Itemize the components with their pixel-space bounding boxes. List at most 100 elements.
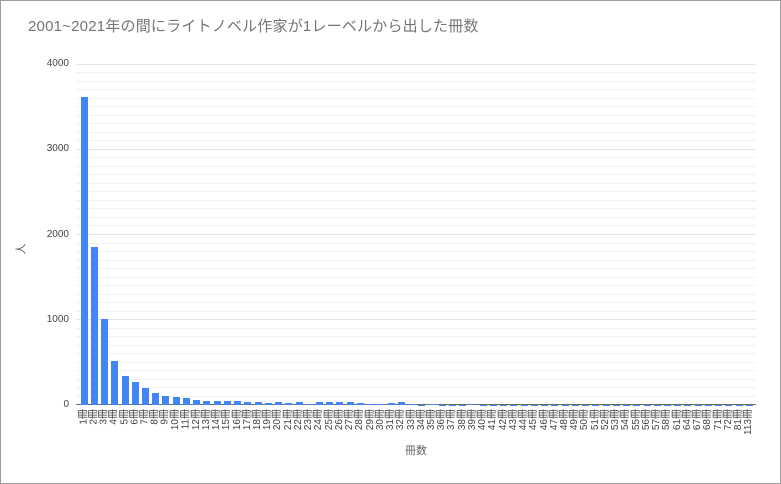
bar-17冊[interactable] [244, 401, 252, 405]
bar-68冊[interactable] [704, 404, 712, 405]
minor-gridline [76, 208, 756, 210]
bar-11冊[interactable] [182, 398, 190, 405]
bar-slot [233, 64, 243, 405]
bar-36冊[interactable] [438, 404, 446, 405]
bar-64冊[interactable] [684, 404, 692, 405]
bar-4冊[interactable] [111, 360, 119, 405]
bar-52冊[interactable] [602, 404, 610, 405]
bar-8冊[interactable] [152, 393, 160, 405]
minor-gridline [76, 285, 756, 287]
bar-37冊[interactable] [449, 404, 457, 405]
bar-5冊[interactable] [121, 375, 129, 405]
bar-6冊[interactable] [131, 382, 139, 405]
bar-slot [335, 64, 345, 405]
bar-slot [243, 64, 253, 405]
bar-13冊[interactable] [203, 400, 211, 405]
bar-2冊[interactable] [90, 247, 98, 405]
bar-54冊[interactable] [623, 404, 631, 405]
major-gridline [76, 234, 756, 235]
bar-20冊[interactable] [275, 402, 283, 405]
bar-slot [181, 64, 191, 405]
bar-slot [540, 64, 550, 405]
bar-72冊[interactable] [725, 404, 733, 405]
bar-29冊[interactable] [367, 403, 375, 405]
bar-35冊[interactable] [428, 404, 436, 405]
bar-12冊[interactable] [193, 399, 201, 405]
major-gridline [76, 63, 756, 65]
bar-19冊[interactable] [264, 402, 272, 405]
bar-23冊[interactable] [305, 404, 313, 405]
bar-7冊[interactable] [142, 388, 150, 405]
bar-28冊[interactable] [356, 403, 364, 405]
bar-61冊[interactable] [674, 404, 682, 405]
bar-slot [468, 64, 478, 405]
plot-area: 0 1000 2000 3000 4000 1冊 2冊 3冊 4冊 5冊 6冊 7冊 8冊 9冊 10冊 1… [47, 59, 756, 435]
bar-31冊[interactable] [387, 403, 395, 405]
bar-71冊[interactable] [715, 404, 723, 405]
bar-43冊[interactable] [510, 404, 518, 405]
bar-41冊[interactable] [489, 404, 497, 405]
bar-27冊[interactable] [346, 402, 354, 405]
bar-48冊[interactable] [561, 404, 569, 405]
bar-slot [632, 64, 642, 405]
bar-slot [263, 64, 273, 405]
bar-18冊[interactable] [254, 402, 262, 405]
bar-slot [478, 64, 488, 405]
bar-81冊[interactable] [735, 404, 743, 405]
bar-53冊[interactable] [612, 404, 620, 405]
minor-gridline [76, 302, 756, 304]
bar-15冊[interactable] [223, 400, 231, 405]
minor-gridline [76, 353, 756, 355]
x-tick-slot: 37冊 [447, 409, 458, 461]
bar-slot [253, 64, 263, 405]
bar-slot [693, 64, 703, 405]
bar-44冊[interactable] [520, 404, 528, 405]
bar-22冊[interactable] [295, 402, 303, 405]
bar-50冊[interactable] [582, 404, 590, 405]
bar-3冊[interactable] [101, 318, 109, 405]
bar-21冊[interactable] [285, 402, 293, 405]
bar-slot [212, 64, 222, 405]
bar-16冊[interactable] [234, 401, 242, 405]
bar-slot [345, 64, 355, 405]
bar-9冊[interactable] [162, 396, 170, 405]
bar-49冊[interactable] [571, 404, 579, 405]
bar-slot [744, 64, 754, 405]
bar-10冊[interactable] [172, 397, 180, 405]
bar-67冊[interactable] [694, 404, 702, 405]
bar-113冊[interactable] [745, 404, 753, 405]
chart-title: 2001~2021年の間にライトノベル作家が1レーベルから出した冊数 [28, 18, 479, 35]
bar-slot [366, 64, 376, 405]
x-tick-slot: 54冊 [621, 409, 632, 461]
y-tick-label: 1000 [46, 313, 69, 325]
bar-55冊[interactable] [633, 404, 641, 405]
bar-58冊[interactable] [663, 404, 671, 405]
bar-14冊[interactable] [213, 401, 221, 405]
bar-slot [376, 64, 386, 405]
bar-34冊[interactable] [418, 404, 426, 405]
bar-45冊[interactable] [530, 404, 538, 405]
bar-32冊[interactable] [397, 402, 405, 405]
bar-25冊[interactable] [326, 401, 334, 405]
bar-33冊[interactable] [408, 404, 416, 405]
bar-47冊[interactable] [551, 404, 559, 405]
bar-slot [519, 64, 529, 405]
bar-56冊[interactable] [643, 404, 651, 405]
bar-51冊[interactable] [592, 404, 600, 405]
bar-40冊[interactable] [479, 404, 487, 405]
major-gridline [76, 148, 756, 150]
bar-24冊[interactable] [316, 402, 323, 405]
bar-39冊[interactable] [469, 404, 477, 405]
bar-46冊[interactable] [541, 404, 549, 405]
bar-38冊[interactable] [459, 404, 467, 405]
bar-57冊[interactable] [653, 404, 661, 405]
bar-30冊[interactable] [377, 404, 385, 405]
bar-1冊[interactable] [80, 97, 88, 405]
minor-gridline [76, 114, 756, 116]
bar-26冊[interactable] [336, 402, 344, 405]
bar-42冊[interactable] [500, 404, 508, 405]
minor-gridline [76, 97, 756, 99]
bar-slot [458, 64, 468, 405]
bar-slot [611, 64, 621, 405]
